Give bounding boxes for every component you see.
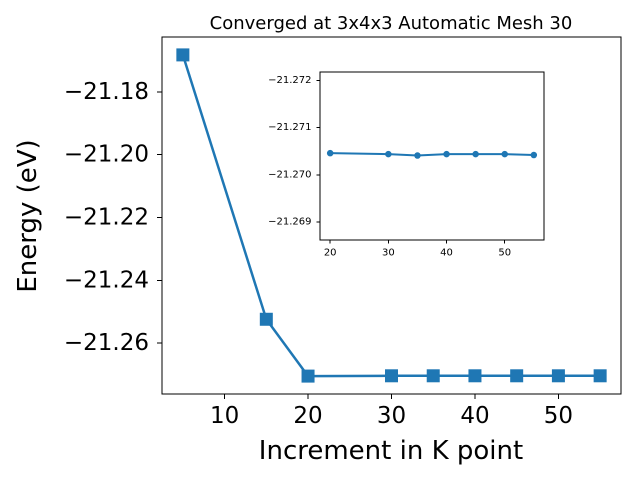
inset-data-point [443, 150, 450, 158]
inset-x-tick-label: 40 [440, 248, 453, 259]
inset-plot-background [320, 72, 544, 240]
main-data-point [301, 369, 315, 383]
inset-x-tick-label: 50 [498, 248, 511, 259]
main-y-tick-label: −21.26 [64, 330, 149, 356]
main-data-point [510, 369, 524, 383]
inset-y-tick-label: −21.270 [268, 169, 311, 180]
main-y-tick-label: −21.22 [64, 205, 149, 231]
main-x-tick-label: 30 [377, 403, 406, 429]
main-data-point [551, 369, 565, 383]
main-plot-frame [161, 36, 622, 395]
main-data-point [593, 369, 607, 383]
main-data-point [426, 369, 440, 383]
inset-data-point [472, 150, 479, 158]
main-x-tick-label: 50 [544, 403, 573, 429]
main-y-tick-label: −21.20 [64, 142, 149, 168]
main-data-point [468, 369, 482, 383]
inset-y-tick-label: −21.269 [268, 217, 311, 228]
inset-data-point [326, 149, 334, 157]
inset-x-tick-label: 30 [382, 248, 395, 259]
main-y-tick-label: −21.18 [64, 79, 149, 105]
inset-data-point [530, 151, 538, 159]
chart-title: Converged at 3x4x3 Automatic Mesh 30 [210, 13, 573, 34]
main-y-tick-label: −21.24 [64, 267, 149, 293]
main-data-point [385, 369, 398, 383]
inset-plot-area: 20 30 40 50 −21.272 −21.271 −21.270 −21.269 [268, 71, 545, 259]
main-x-tick-label: 40 [460, 403, 489, 429]
inset-y-tick-label: −21.272 [268, 75, 311, 86]
inset-data-point [385, 150, 392, 158]
main-data-point [176, 48, 190, 62]
inset-data-point [501, 150, 508, 158]
x-axis-title: Increment in K point [259, 436, 523, 466]
inset-plot-frame [319, 71, 545, 241]
main-x-tick-label: 20 [293, 403, 322, 429]
y-axis-title: Energy (eV) [13, 139, 43, 292]
main-x-tick-label: 10 [210, 403, 239, 429]
inset-data-point [414, 152, 421, 159]
inset-y-tick-label: −21.271 [268, 122, 311, 133]
inset-x-tick-label: 20 [324, 248, 337, 259]
main-data-point [259, 312, 273, 326]
